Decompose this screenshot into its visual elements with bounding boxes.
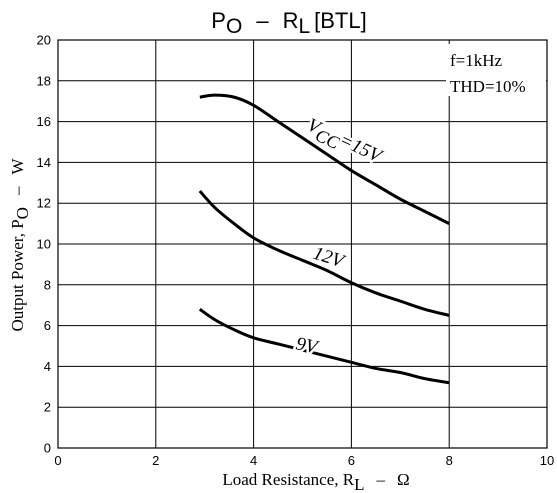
y-tick-label: 20 bbox=[37, 33, 51, 48]
series-label-12v: 12V bbox=[310, 243, 348, 273]
series-layer bbox=[198, 93, 450, 385]
y-tick-label: 0 bbox=[44, 441, 51, 456]
x-tick-label: 4 bbox=[250, 453, 257, 468]
y-tick-label: 8 bbox=[44, 277, 51, 292]
series-line-9v bbox=[198, 308, 450, 385]
y-tick-label: 12 bbox=[37, 196, 51, 211]
y-tick-label: 14 bbox=[37, 155, 51, 170]
x-axis-label: Load Resistance, RL – Ω bbox=[222, 470, 409, 493]
x-axis-label-sub: L bbox=[354, 475, 364, 493]
series-line-vcc-15v bbox=[199, 93, 450, 225]
condition-thd: THD=10% bbox=[450, 77, 526, 96]
title-p-sub: O bbox=[226, 15, 242, 38]
series-label-vcc-15v: VCC=15V bbox=[302, 114, 387, 172]
title-dash: – bbox=[256, 8, 269, 33]
y-tick-label: 18 bbox=[37, 73, 51, 88]
x-tick-label: 8 bbox=[446, 453, 453, 468]
conditions-box bbox=[446, 44, 546, 96]
x-tick-label: 10 bbox=[540, 453, 554, 468]
y-tick-label: 16 bbox=[37, 114, 51, 129]
y-axis-label-unit: W bbox=[8, 158, 27, 175]
tick-layer: 0 2 4 6 8 10 0 2 4 6 8 10 12 14 16 18 20 bbox=[37, 33, 555, 469]
title-r: R bbox=[283, 8, 299, 33]
chart-title: PO – RL [BTL] bbox=[211, 8, 366, 38]
x-tick-label: 2 bbox=[152, 453, 159, 468]
x-tick-label: 0 bbox=[54, 453, 61, 468]
x-axis-label-dash: – bbox=[375, 470, 385, 489]
x-tick-label: 6 bbox=[348, 453, 355, 468]
y-axis-label: Output Power, PO – W bbox=[8, 158, 32, 332]
x-axis-label-text: Load Resistance, R bbox=[222, 470, 354, 489]
grid-layer bbox=[57, 39, 548, 449]
x-axis-label-unit: Ω bbox=[397, 470, 410, 489]
y-tick-label: 4 bbox=[44, 359, 51, 374]
title-suffix: [BTL] bbox=[314, 8, 367, 33]
y-tick-label: 6 bbox=[44, 318, 51, 333]
y-axis-label-sub: O bbox=[13, 207, 32, 219]
y-axis-label-text: Output Power, P bbox=[8, 219, 27, 331]
y-tick-label: 10 bbox=[37, 237, 51, 252]
y-tick-label: 2 bbox=[44, 400, 51, 415]
plot-frame bbox=[57, 39, 548, 449]
y-axis-label-dash: – bbox=[8, 186, 27, 196]
series-line-12v bbox=[198, 189, 450, 317]
title-r-sub: L bbox=[298, 15, 310, 38]
title-p: P bbox=[211, 8, 226, 33]
condition-frequency: f=1kHz bbox=[450, 51, 503, 70]
